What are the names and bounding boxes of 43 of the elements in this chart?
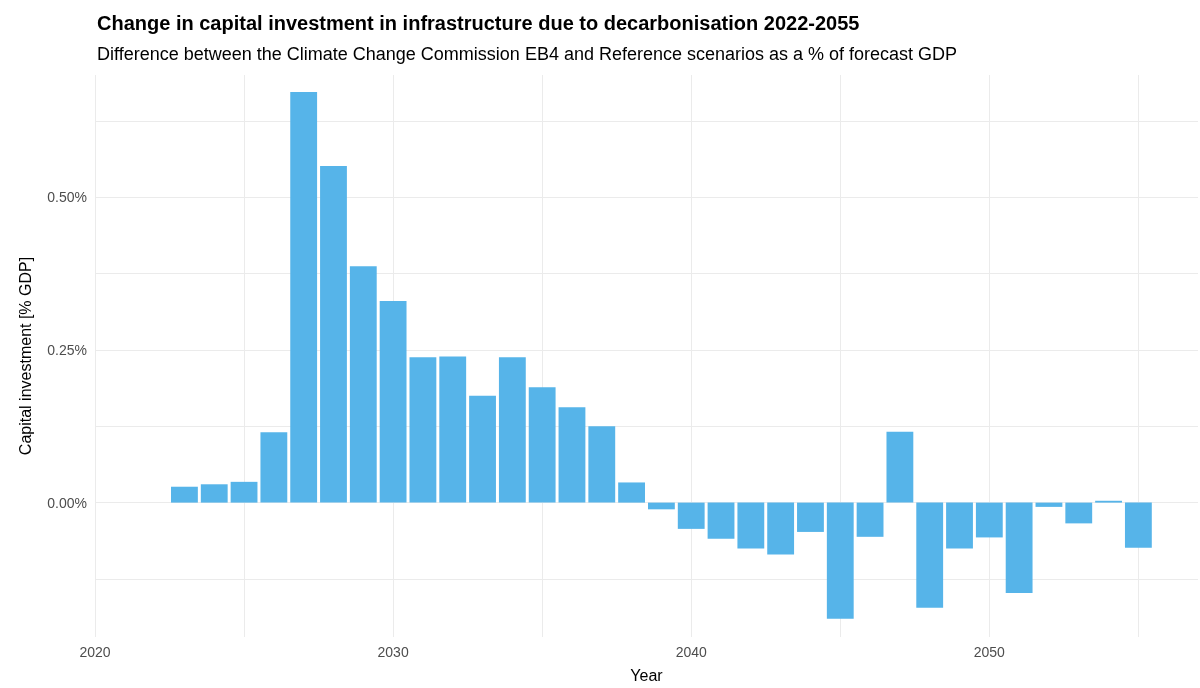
bar (797, 502, 824, 532)
y-tick-label: 0.25% (47, 341, 87, 358)
bar (1035, 502, 1063, 507)
bar (349, 266, 377, 503)
bar (439, 356, 467, 503)
bar (1005, 502, 1033, 594)
bar (230, 481, 258, 503)
bar (409, 357, 437, 503)
bar (647, 502, 675, 510)
y-tick-label: 0.00% (47, 494, 87, 511)
bar (528, 387, 556, 503)
bar (707, 502, 735, 539)
bar (767, 502, 795, 555)
y-axis-title: Capital investment [% GDP] (16, 256, 34, 456)
x-tick-label: 2020 (79, 644, 111, 660)
chart-title: Change in capital investment in infrastructure due to decarbonisation 2022-2055 (97, 12, 860, 34)
bar (677, 502, 705, 529)
x-tick-label: 2040 (675, 644, 707, 660)
bar (498, 357, 526, 503)
bar (856, 502, 884, 537)
bar (469, 395, 496, 503)
bar (1124, 502, 1152, 548)
bar (588, 426, 616, 503)
bar (171, 486, 198, 503)
bar (737, 502, 765, 549)
bar (946, 502, 973, 549)
bar (260, 432, 288, 503)
bar (826, 502, 854, 619)
bar (618, 482, 646, 503)
bar (200, 484, 228, 503)
bar (1065, 502, 1093, 524)
bar (558, 407, 586, 503)
x-axis-title: Year (630, 666, 664, 684)
bar (975, 502, 1003, 538)
y-tick-label: 0.50% (47, 189, 87, 206)
x-tick-label: 2050 (973, 644, 1006, 660)
bar (320, 166, 347, 503)
bar (916, 502, 944, 608)
bar (290, 92, 318, 503)
chart-subtitle: Difference between the Climate Change Commission EB4 and Reference scenarios as a % of forecast GDP (97, 44, 958, 64)
bar (379, 301, 407, 503)
x-tick-label: 2030 (377, 644, 409, 660)
bar (886, 431, 914, 503)
